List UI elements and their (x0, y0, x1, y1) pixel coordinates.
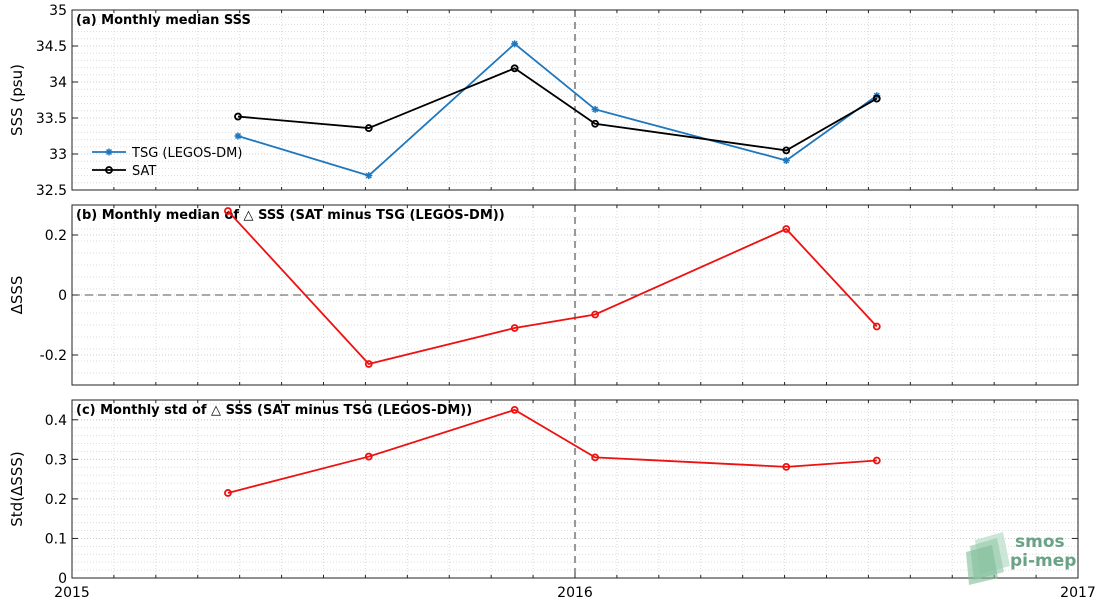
data-point (224, 207, 232, 215)
legend-marker-stroke (105, 148, 113, 156)
data-point (782, 225, 791, 233)
data-point-stroke (365, 172, 372, 179)
data-point (224, 489, 232, 497)
data-point (510, 64, 519, 73)
y-axis-label: ΔSSS (8, 276, 26, 315)
legend-marker (105, 148, 113, 156)
y-axis-label: SSS (psu) (8, 64, 26, 136)
y-tick-label: 34 (49, 75, 67, 91)
y-tick-label: 35 (49, 3, 67, 19)
legend-entry: TSG (LEGOS-DM) (131, 146, 242, 161)
data-point (591, 310, 600, 319)
data-point (782, 146, 791, 155)
y-tick-label: 0.2 (45, 228, 67, 244)
data-point (591, 119, 600, 128)
data-point-stroke (592, 106, 599, 113)
y-axis-label: Std(ΔSSS) (8, 451, 26, 526)
data-point (510, 405, 519, 414)
smos-pi-mep-logo: smos pi-mep (966, 532, 1076, 585)
panel-title: (c) Monthly std of △ SSS (SAT minus TSG … (76, 403, 472, 418)
data-point-stroke (511, 40, 518, 47)
data-point (364, 452, 373, 461)
legend: TSG (LEGOS-DM) SAT (92, 146, 242, 179)
data-point (872, 322, 881, 331)
data-point (591, 105, 599, 113)
y-tick-label: 34.5 (36, 39, 67, 55)
data-point (872, 456, 881, 465)
y-tick-label: -0.2 (40, 348, 67, 364)
y-tick-label: 0.4 (45, 413, 67, 429)
panel-title: (a) Monthly median SSS (76, 13, 251, 28)
y-tick-label: 0.2 (45, 492, 67, 508)
chart-panels: 32.5 33 33.5 34 34.5 35 SSS (psu) (a) Monthly m… (8, 3, 1079, 587)
panel-title: (b) Monthly median of △ SSS (SAT minus T… (76, 208, 505, 223)
panel-c: 0 0.1 0.2 0.3 0.4 Std(ΔSSS) (c) Monthly std of… (8, 399, 1079, 587)
data-point (872, 94, 881, 103)
data-point (591, 453, 600, 462)
data-point (234, 132, 242, 140)
data-point (364, 124, 373, 132)
legend-marker (105, 166, 113, 174)
data-point-stroke (783, 157, 790, 164)
data-point (511, 40, 519, 48)
logo-text-line2: pi-mep (1010, 551, 1076, 571)
x-tick-label: 2017 (1060, 585, 1096, 601)
logo-text-line1: smos (1015, 532, 1065, 552)
y-tick-label: 32.5 (36, 183, 67, 199)
data-point (782, 462, 791, 471)
data-point (510, 324, 519, 332)
data-point-stroke (234, 132, 242, 140)
y-tick-label: 33 (49, 147, 67, 163)
y-tick-label: 0 (58, 288, 67, 304)
series-line (237, 67, 878, 152)
y-tick-label: 0.3 (45, 452, 67, 468)
x-tick-label: 2016 (557, 585, 593, 601)
data-point (365, 172, 373, 180)
series-line (227, 210, 878, 366)
x-axis-tick-labels: 2015 2016 2017 (54, 585, 1096, 601)
series-line (227, 408, 877, 494)
series-line (237, 42, 878, 177)
panel-b: -0.2 0 0.2 ΔSSS (b) Monthly median of △ SSS … (8, 204, 1079, 386)
data-point (234, 112, 242, 121)
legend-entry: SAT (132, 164, 156, 179)
logo-wave-shape (966, 545, 998, 585)
x-tick-label: 2015 (54, 585, 90, 601)
y-tick-label: 33.5 (36, 111, 67, 127)
data-point (782, 156, 790, 164)
panel-a: 32.5 33 33.5 34 34.5 35 SSS (psu) (a) Monthly m… (8, 3, 1079, 199)
y-tick-label: 0.1 (45, 531, 67, 547)
data-point (364, 360, 373, 368)
y-tick-label: 0 (58, 571, 67, 587)
